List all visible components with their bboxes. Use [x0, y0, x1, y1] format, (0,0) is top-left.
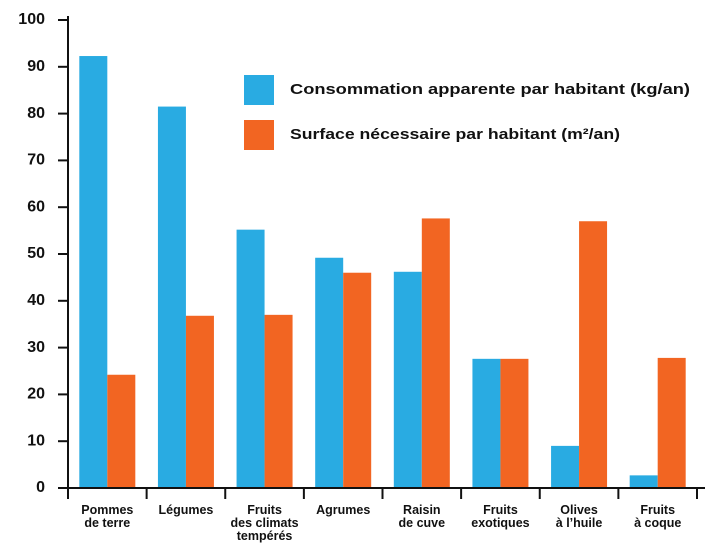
x-tick-label: Pommes de terre [81, 503, 133, 530]
y-tick-label: 30 [27, 339, 45, 356]
y-tick-label: 100 [18, 11, 45, 28]
y-tick-label: 50 [27, 245, 45, 262]
x-tick-label: Olives à l’huile [556, 503, 603, 530]
bar [393, 271, 422, 488]
legend-swatch [244, 75, 274, 105]
bar [421, 218, 450, 488]
x-tick-label: Raisin de cuve [399, 503, 446, 530]
bar [343, 272, 372, 488]
y-tick-label: 0 [36, 479, 45, 496]
y-tick-label: 40 [27, 292, 45, 309]
x-tick-label: Fruits exotiques [471, 503, 529, 530]
bar [185, 315, 214, 488]
x-tick-label: Fruits à coque [634, 503, 681, 530]
x-tick-label: Légumes [158, 503, 213, 517]
y-tick-label: 80 [27, 105, 45, 122]
x-tick-label: Agrumes [316, 503, 370, 517]
legend-swatch [244, 120, 274, 150]
bar [657, 357, 686, 488]
y-tick-label: 10 [27, 432, 45, 449]
bar [500, 358, 529, 488]
bar [264, 314, 293, 488]
y-tick-label: 70 [27, 152, 45, 169]
bar [79, 56, 108, 488]
x-tick-label: Fruits des climats tempérés [231, 503, 299, 543]
bar [107, 374, 136, 488]
bar [236, 229, 265, 488]
y-tick-label: 20 [27, 386, 45, 403]
bar [472, 358, 501, 488]
bar [551, 445, 580, 488]
bar [579, 221, 608, 489]
bar [629, 475, 658, 488]
legend-label: Consommation apparente par habitant (kg/… [290, 81, 690, 98]
bar [157, 106, 186, 488]
y-tick-label: 90 [27, 58, 45, 75]
y-tick-label: 60 [27, 198, 45, 215]
legend-label: Surface nécessaire par habitant (m²/an) [290, 126, 620, 143]
bar [315, 257, 344, 488]
